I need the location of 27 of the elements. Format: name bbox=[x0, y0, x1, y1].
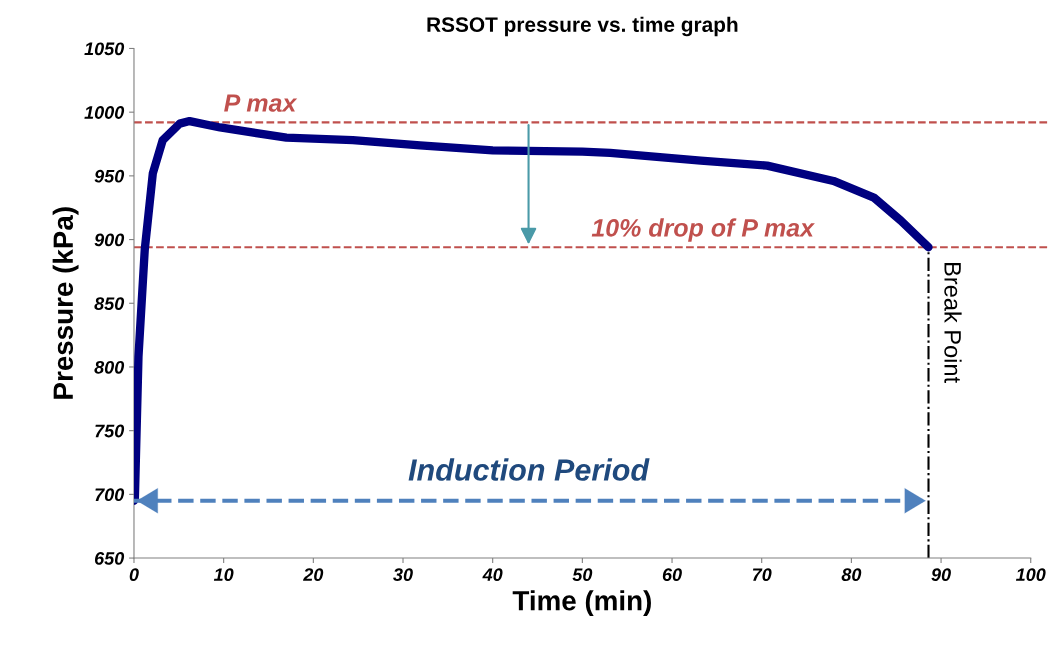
y-tick-label: 850 bbox=[94, 297, 125, 310]
x-tick-label: 50 bbox=[572, 568, 593, 582]
y-tick-label: 900 bbox=[94, 233, 125, 247]
x-tick-label: 90 bbox=[931, 568, 951, 582]
x-tick-label: 100 bbox=[1015, 568, 1046, 582]
ref-line-label: 10% drop of P max bbox=[591, 218, 815, 242]
y-tick-label: 800 bbox=[94, 360, 125, 374]
y-tick-label: 650 bbox=[94, 551, 125, 565]
ref-line-label: P max bbox=[224, 94, 298, 112]
x-tick-label: 60 bbox=[662, 568, 682, 582]
y-axis-title: Pressure (kPa) bbox=[52, 207, 79, 399]
x-tick-label: 80 bbox=[841, 568, 862, 582]
x-tick-label: 70 bbox=[752, 568, 772, 582]
x-tick-label: 40 bbox=[482, 568, 503, 582]
chart-title: RSSOT pressure vs. time graph bbox=[427, 16, 738, 37]
annotation: Induction Period bbox=[408, 458, 650, 481]
y-tick-label: 1050 bbox=[84, 42, 125, 56]
x-tick-label: 30 bbox=[393, 568, 413, 582]
x-tick-label: 20 bbox=[303, 568, 324, 582]
x-tick-label: 10 bbox=[213, 568, 234, 582]
x-tick-label: 0 bbox=[129, 568, 139, 582]
ref-line-label: Break Point bbox=[944, 263, 962, 383]
y-tick-label: 950 bbox=[94, 169, 125, 183]
y-tick-label: 750 bbox=[95, 424, 125, 438]
x-axis-title: Time (min) bbox=[512, 590, 651, 617]
y-tick-label: 700 bbox=[95, 488, 125, 502]
y-tick-label: 1000 bbox=[84, 106, 125, 119]
